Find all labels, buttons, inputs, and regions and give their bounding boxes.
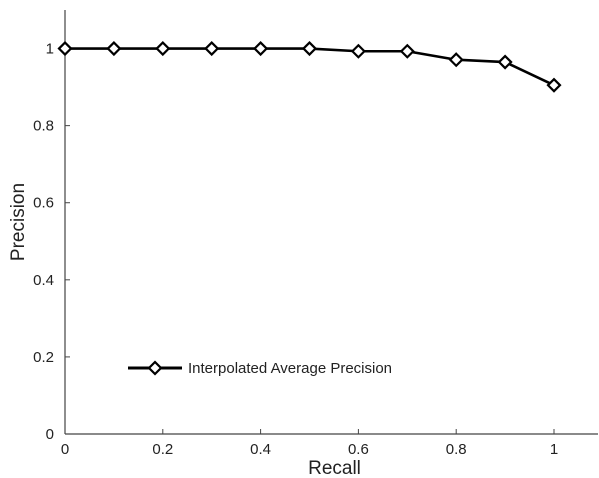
x-tick-label: 0.2 (152, 441, 173, 458)
data-point-marker (301, 40, 318, 57)
x-axis-title: Recall (308, 458, 361, 478)
x-tick-label: 0 (61, 441, 69, 458)
legend-label: Interpolated Average Precision (188, 360, 392, 377)
y-axis-title: Precision (8, 183, 29, 261)
data-point-marker (253, 40, 269, 57)
y-tick-label: 0.2 (33, 349, 54, 366)
data-point-marker (57, 40, 73, 57)
data-point-marker (546, 77, 562, 93)
y-tick-label: 0 (46, 426, 54, 443)
y-ticks: 0 0.2 0.4 0.6 0.8 1 (33, 41, 70, 443)
x-tick-label: 0.4 (250, 441, 271, 458)
data-point-marker (106, 40, 122, 57)
x-tick-label: 0.8 (446, 441, 467, 458)
axes (64, 10, 598, 435)
data-point-marker (399, 43, 415, 59)
y-tick-label: 1 (46, 41, 54, 58)
legend: Interpolated Average Precision (128, 360, 392, 377)
series-layer (57, 40, 562, 93)
legend-marker (147, 360, 163, 376)
y-tick-label: 0.6 (33, 195, 54, 212)
data-point-marker (497, 54, 513, 70)
data-point-marker (350, 43, 366, 59)
x-ticks: 0 0.2 0.4 0.6 0.8 1 (61, 429, 558, 458)
y-tick-label: 0.4 (33, 272, 54, 289)
x-tick-label: 1 (550, 441, 558, 458)
data-point-marker (448, 52, 464, 68)
x-tick-label: 0.6 (348, 441, 369, 458)
data-point-marker (204, 40, 220, 57)
data-point-marker (155, 40, 171, 57)
y-tick-label: 0.8 (33, 118, 54, 135)
